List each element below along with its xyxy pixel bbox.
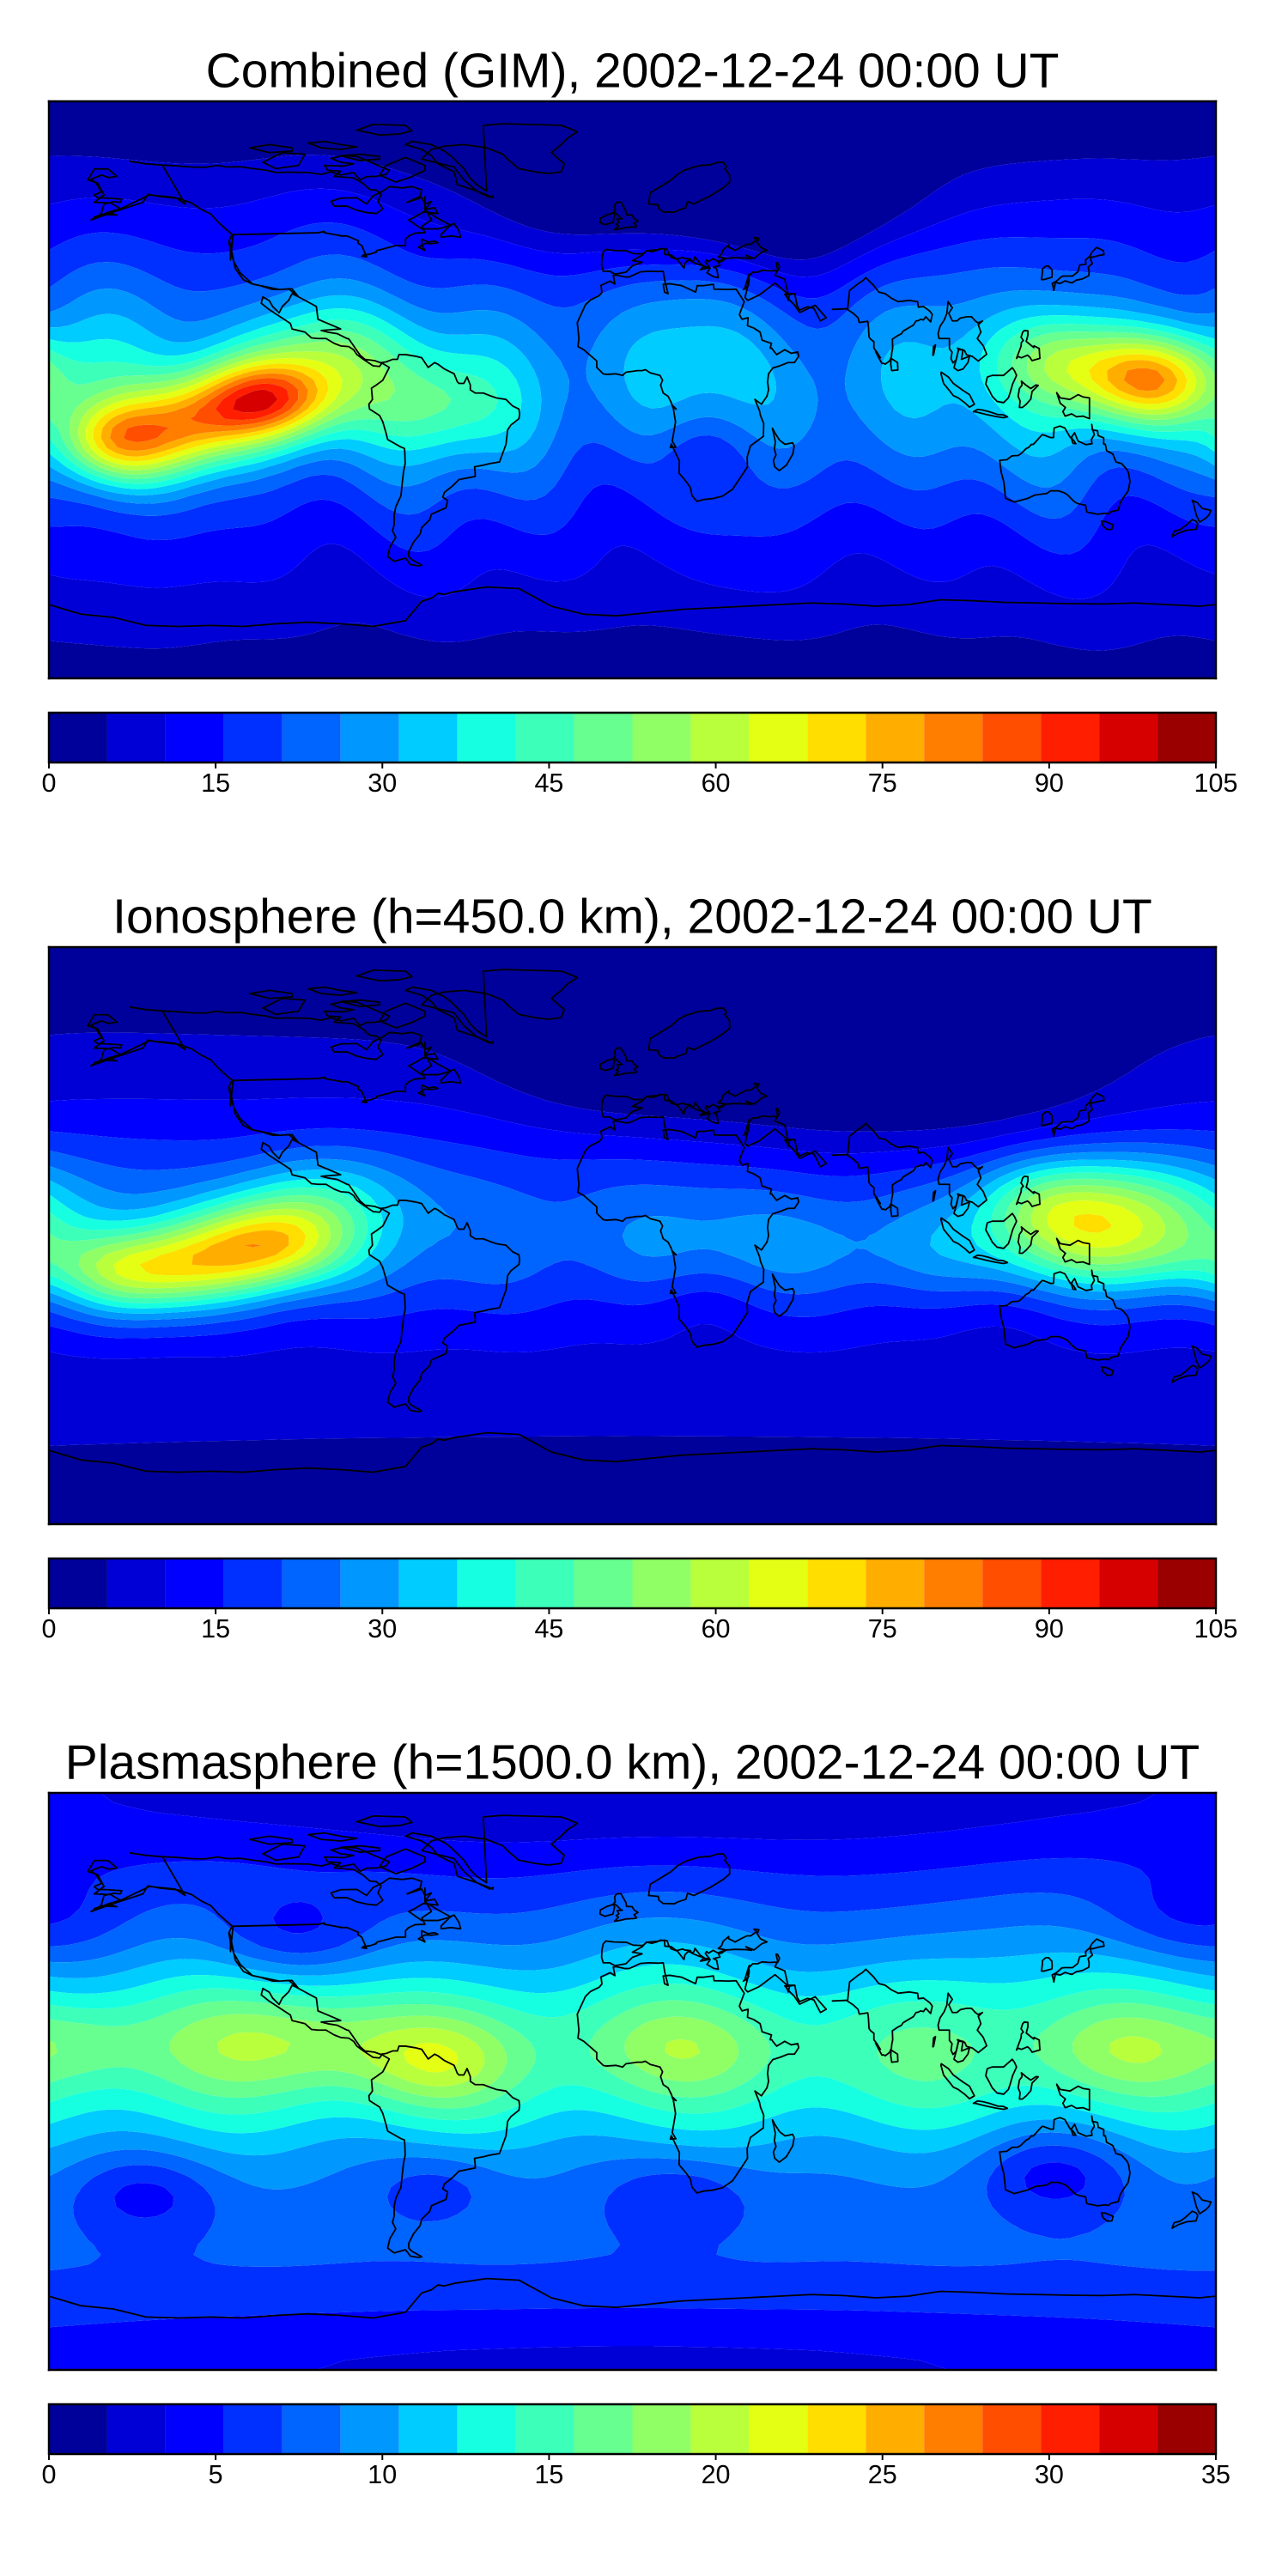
svg-text:5: 5 xyxy=(209,2460,223,2489)
svg-text:45: 45 xyxy=(534,769,563,798)
svg-text:0: 0 xyxy=(42,769,57,798)
svg-text:30: 30 xyxy=(368,1614,397,1643)
svg-text:0: 0 xyxy=(42,2460,57,2489)
svg-text:20: 20 xyxy=(702,2460,731,2489)
svg-text:30: 30 xyxy=(1035,2460,1064,2489)
svg-text:35: 35 xyxy=(1201,2460,1230,2489)
svg-text:Combined (GIM), 2002-12-24 00:: Combined (GIM), 2002-12-24 00:00 UT xyxy=(206,43,1060,98)
svg-text:15: 15 xyxy=(201,1614,230,1643)
svg-text:45: 45 xyxy=(534,1614,563,1643)
svg-text:75: 75 xyxy=(868,769,897,798)
svg-text:105: 105 xyxy=(1194,1614,1238,1643)
svg-text:Plasmasphere (h=1500.0 km), 20: Plasmasphere (h=1500.0 km), 2002-12-24 0… xyxy=(65,1735,1200,1789)
svg-text:15: 15 xyxy=(201,769,230,798)
svg-text:15: 15 xyxy=(534,2460,563,2489)
svg-text:90: 90 xyxy=(1035,769,1064,798)
svg-text:105: 105 xyxy=(1194,769,1238,798)
svg-text:25: 25 xyxy=(868,2460,897,2489)
svg-text:10: 10 xyxy=(368,2460,397,2489)
svg-text:90: 90 xyxy=(1035,1614,1064,1643)
svg-text:Ionosphere (h=450.0 km), 2002: Ionosphere (h=450.0 km), 2002-12-24 00:0… xyxy=(112,889,1152,944)
svg-text:60: 60 xyxy=(702,769,731,798)
svg-text:60: 60 xyxy=(702,1614,731,1643)
svg-text:0: 0 xyxy=(42,1614,57,1643)
svg-text:75: 75 xyxy=(868,1614,897,1643)
svg-text:30: 30 xyxy=(368,769,397,798)
